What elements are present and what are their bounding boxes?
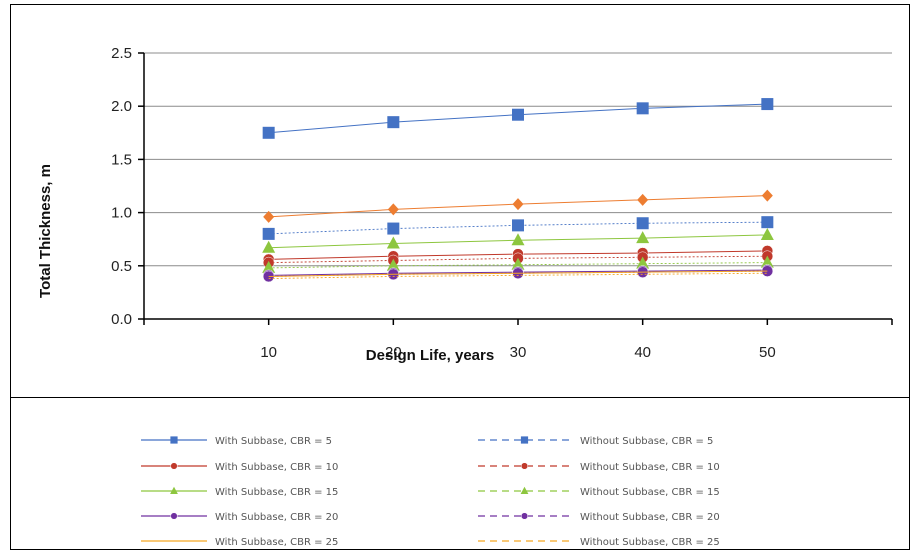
legend: With Subbase, CBR = 5 With Subbase, CBR =… (141, 436, 720, 548)
series-line (268, 270, 768, 277)
data-point (636, 217, 649, 230)
data-point (262, 126, 275, 139)
data-point (761, 189, 773, 202)
x-axis-title: Design Life, years (366, 347, 494, 364)
legend-divider (10, 397, 910, 398)
data-point (387, 203, 399, 216)
legend-swatch-marker (170, 462, 178, 470)
x-tick-label: 10 (260, 344, 277, 361)
legend-label: With Subbase, CBR = 15 (215, 487, 338, 498)
data-point (760, 227, 774, 240)
legend-swatch-marker (170, 486, 178, 494)
data-point (387, 222, 400, 235)
chart-frame (10, 4, 910, 550)
legend-swatch-marker (520, 462, 529, 470)
y-tick-label: 1.0 (111, 205, 132, 222)
legend-label: With Subbase, CBR = 5 (215, 436, 332, 447)
data-point (636, 256, 650, 269)
series-line (268, 272, 768, 280)
data-point (636, 102, 649, 115)
data-point (511, 257, 525, 270)
series-group (262, 98, 774, 283)
data-point (263, 210, 275, 223)
legend-swatch-marker (170, 512, 178, 520)
axes: 0.0 0.5 1.0 1.5 2.0 2.5 10 20 30 40 50 (111, 45, 893, 361)
x-tick-label: 20 (385, 344, 402, 361)
data-point (512, 198, 524, 211)
legend-label: Without Subbase, CBR = 5 (580, 436, 713, 447)
y-tick-label: 0.0 (111, 311, 132, 328)
y-tick-label: 2.0 (111, 98, 132, 115)
data-point (262, 260, 276, 273)
legend-label: Without Subbase, CBR = 10 (580, 462, 720, 473)
legend-swatch-marker (520, 436, 529, 444)
data-point (512, 219, 524, 232)
legend-swatch-marker (170, 436, 178, 444)
legend-label: With Subbase, CBR = 25 (215, 537, 338, 548)
data-point (761, 98, 774, 111)
data-point (387, 116, 400, 129)
y-axis-title: Total Thickness, m (37, 164, 54, 298)
data-point (262, 240, 276, 253)
legend-swatch-marker (520, 512, 529, 520)
legend-label: Without Subbase, CBR = 20 (580, 512, 720, 523)
legend-label: Without Subbase, CBR = 25 (580, 537, 720, 548)
data-point (636, 231, 650, 244)
data-point (386, 258, 400, 271)
x-tick-label: 50 (759, 344, 776, 361)
data-point (760, 255, 774, 268)
x-tick-label: 30 (510, 344, 527, 361)
data-point (262, 227, 275, 240)
legend-label: With Subbase, CBR = 10 (215, 462, 338, 473)
data-point (386, 236, 400, 249)
legend-label: Without Subbase, CBR = 15 (580, 487, 720, 498)
data-point (512, 108, 524, 121)
x-tick-label: 40 (634, 344, 651, 361)
y-tick-label: 2.5 (111, 45, 132, 62)
legend-swatch-marker (520, 486, 529, 494)
y-tick-label: 0.5 (111, 258, 132, 275)
data-point (511, 233, 525, 246)
data-point (761, 216, 774, 229)
data-point (637, 193, 649, 206)
y-tick-label: 1.5 (111, 151, 132, 168)
legend-label: With Subbase, CBR = 20 (215, 512, 338, 523)
